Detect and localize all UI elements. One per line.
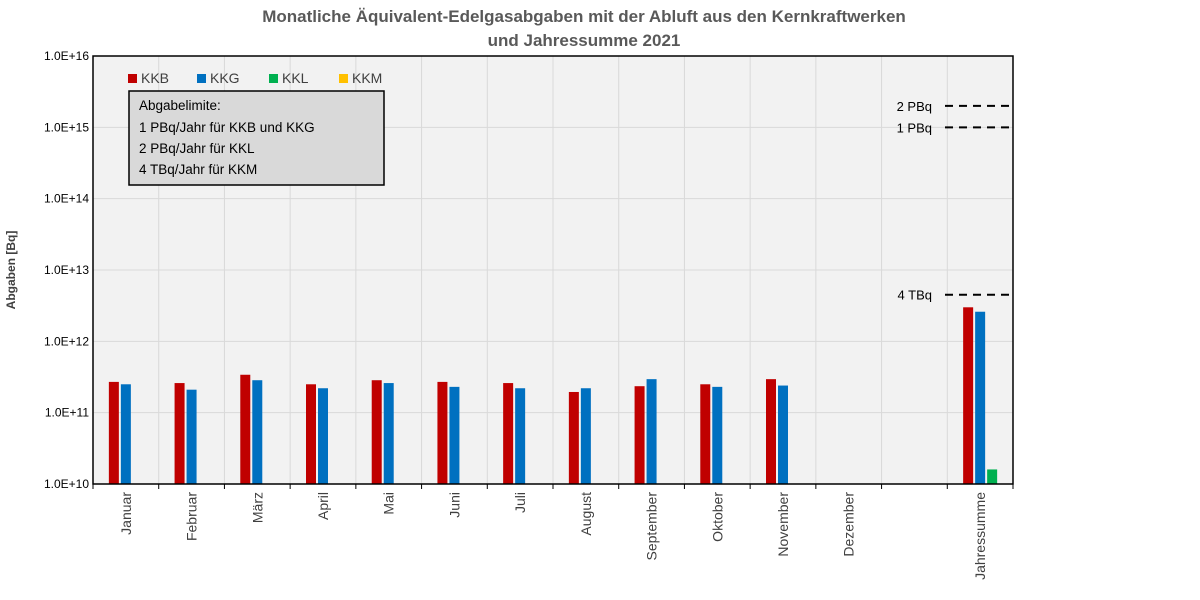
x-tick-label: Juli [512, 492, 528, 513]
x-tick-label: März [249, 492, 265, 523]
x-tick-label: Jahressumme [972, 492, 988, 580]
bar-kkg [252, 380, 263, 484]
y-axis-label: Abgaben [Bq] [4, 231, 18, 310]
legend-item-kkg: KKG [197, 70, 240, 86]
bar-kkg [120, 384, 131, 484]
y-tick-label: 1.0E+12 [44, 334, 89, 348]
x-tick-label: August [578, 492, 594, 536]
bar-kkb [503, 383, 514, 484]
annotation-line-1: Abgabelimite: [139, 98, 221, 113]
bar-kkg [383, 383, 394, 484]
legend-item-kkl: KKL [269, 70, 309, 86]
y-tick-label: 1.0E+13 [44, 263, 89, 277]
bar-kkb [174, 383, 185, 484]
legend-item-kkb: KKB [128, 70, 169, 86]
bars [108, 307, 998, 484]
limit-label: 4 TBq [898, 288, 932, 303]
bar-kkl [987, 469, 998, 484]
legend-swatch [269, 74, 278, 83]
chart-title: Monatliche Äquivalent-Edelgasabgaben mit… [262, 7, 906, 50]
bar-kkb [306, 384, 316, 484]
x-tick-label: Januar [118, 492, 134, 535]
bar-kkb [568, 391, 579, 484]
x-tick-label: November [775, 492, 791, 557]
annotation-line-4: 4 TBq/Jahr für KKM [139, 162, 257, 177]
bar-kkg [449, 386, 460, 484]
legend-swatch [339, 74, 348, 83]
limit-label: 2 PBq [897, 99, 932, 114]
bar-kkb [766, 379, 776, 484]
x-tick-label: Juni [446, 492, 462, 518]
x-axis-ticks: Januar Februar März April Mai Juni Juli August S… [92, 484, 1014, 580]
annotation-box: Abgabelimite: 1 PBq/Jahr für KKB und KKG… [128, 90, 385, 186]
limit-label: 1 PBq [897, 120, 932, 135]
annotation-line-2: 1 PBq/Jahr für KKB und KKG [139, 120, 315, 135]
annotation-box-frame [128, 90, 385, 186]
bar-kkb [240, 374, 251, 484]
x-tick-label: Dezember [841, 492, 857, 557]
legend-swatch [128, 74, 137, 83]
limit-lines: 2 PBq 1 PBq 4 TBq [897, 99, 1012, 303]
y-tick-label: 1.0E+11 [45, 406, 89, 420]
bar-kkg [318, 388, 328, 484]
x-tick-label: April [315, 492, 331, 520]
x-tick-label: Oktober [709, 492, 725, 542]
legend-label: KKB [141, 70, 169, 86]
bar-kkg [778, 385, 788, 484]
bar-kkg [975, 311, 986, 484]
x-tick-label: Februar [184, 492, 200, 541]
legend: KKB KKG KKL KKM [128, 70, 382, 86]
bar-kkg [580, 388, 591, 484]
annotation-line-3: 2 PBq/Jahr für KKL [139, 141, 255, 156]
bar-kkb [700, 384, 711, 484]
legend-swatch [197, 74, 206, 83]
limit-line: 2 PBq [897, 99, 1012, 114]
y-tick-label: 1.0E+16 [44, 49, 89, 63]
legend-label: KKM [352, 70, 382, 86]
limit-line: 1 PBq [897, 120, 1012, 135]
chart-title-line-1: Monatliche Äquivalent-Edelgasabgaben mit… [262, 7, 906, 26]
legend-label: KKG [210, 70, 240, 86]
bar-kkg [515, 388, 526, 484]
bar-kkb [634, 386, 645, 484]
y-tick-label: 1.0E+15 [44, 120, 89, 134]
bar-kkb [108, 381, 119, 484]
legend-label: KKL [282, 70, 309, 86]
bar-kkg [712, 386, 723, 484]
y-tick-label: 1.0E+10 [44, 477, 89, 491]
chart-title-line-2: und Jahressumme 2021 [488, 31, 681, 50]
bar-kkg [186, 389, 197, 484]
bar-kkb [371, 380, 382, 484]
y-tick-label: 1.0E+14 [44, 192, 89, 206]
x-tick-label: Mai [381, 492, 397, 515]
y-axis-ticks: 1.0E+10 1.0E+11 1.0E+12 1.0E+13 1.0E+14 1.0E+… [44, 49, 89, 491]
x-tick-label: September [644, 492, 660, 561]
bar-kkg [646, 379, 657, 484]
bar-kkb [437, 381, 448, 484]
bar-kkb [963, 307, 974, 484]
limit-line: 4 TBq [898, 288, 1012, 303]
legend-item-kkm: KKM [339, 70, 382, 86]
